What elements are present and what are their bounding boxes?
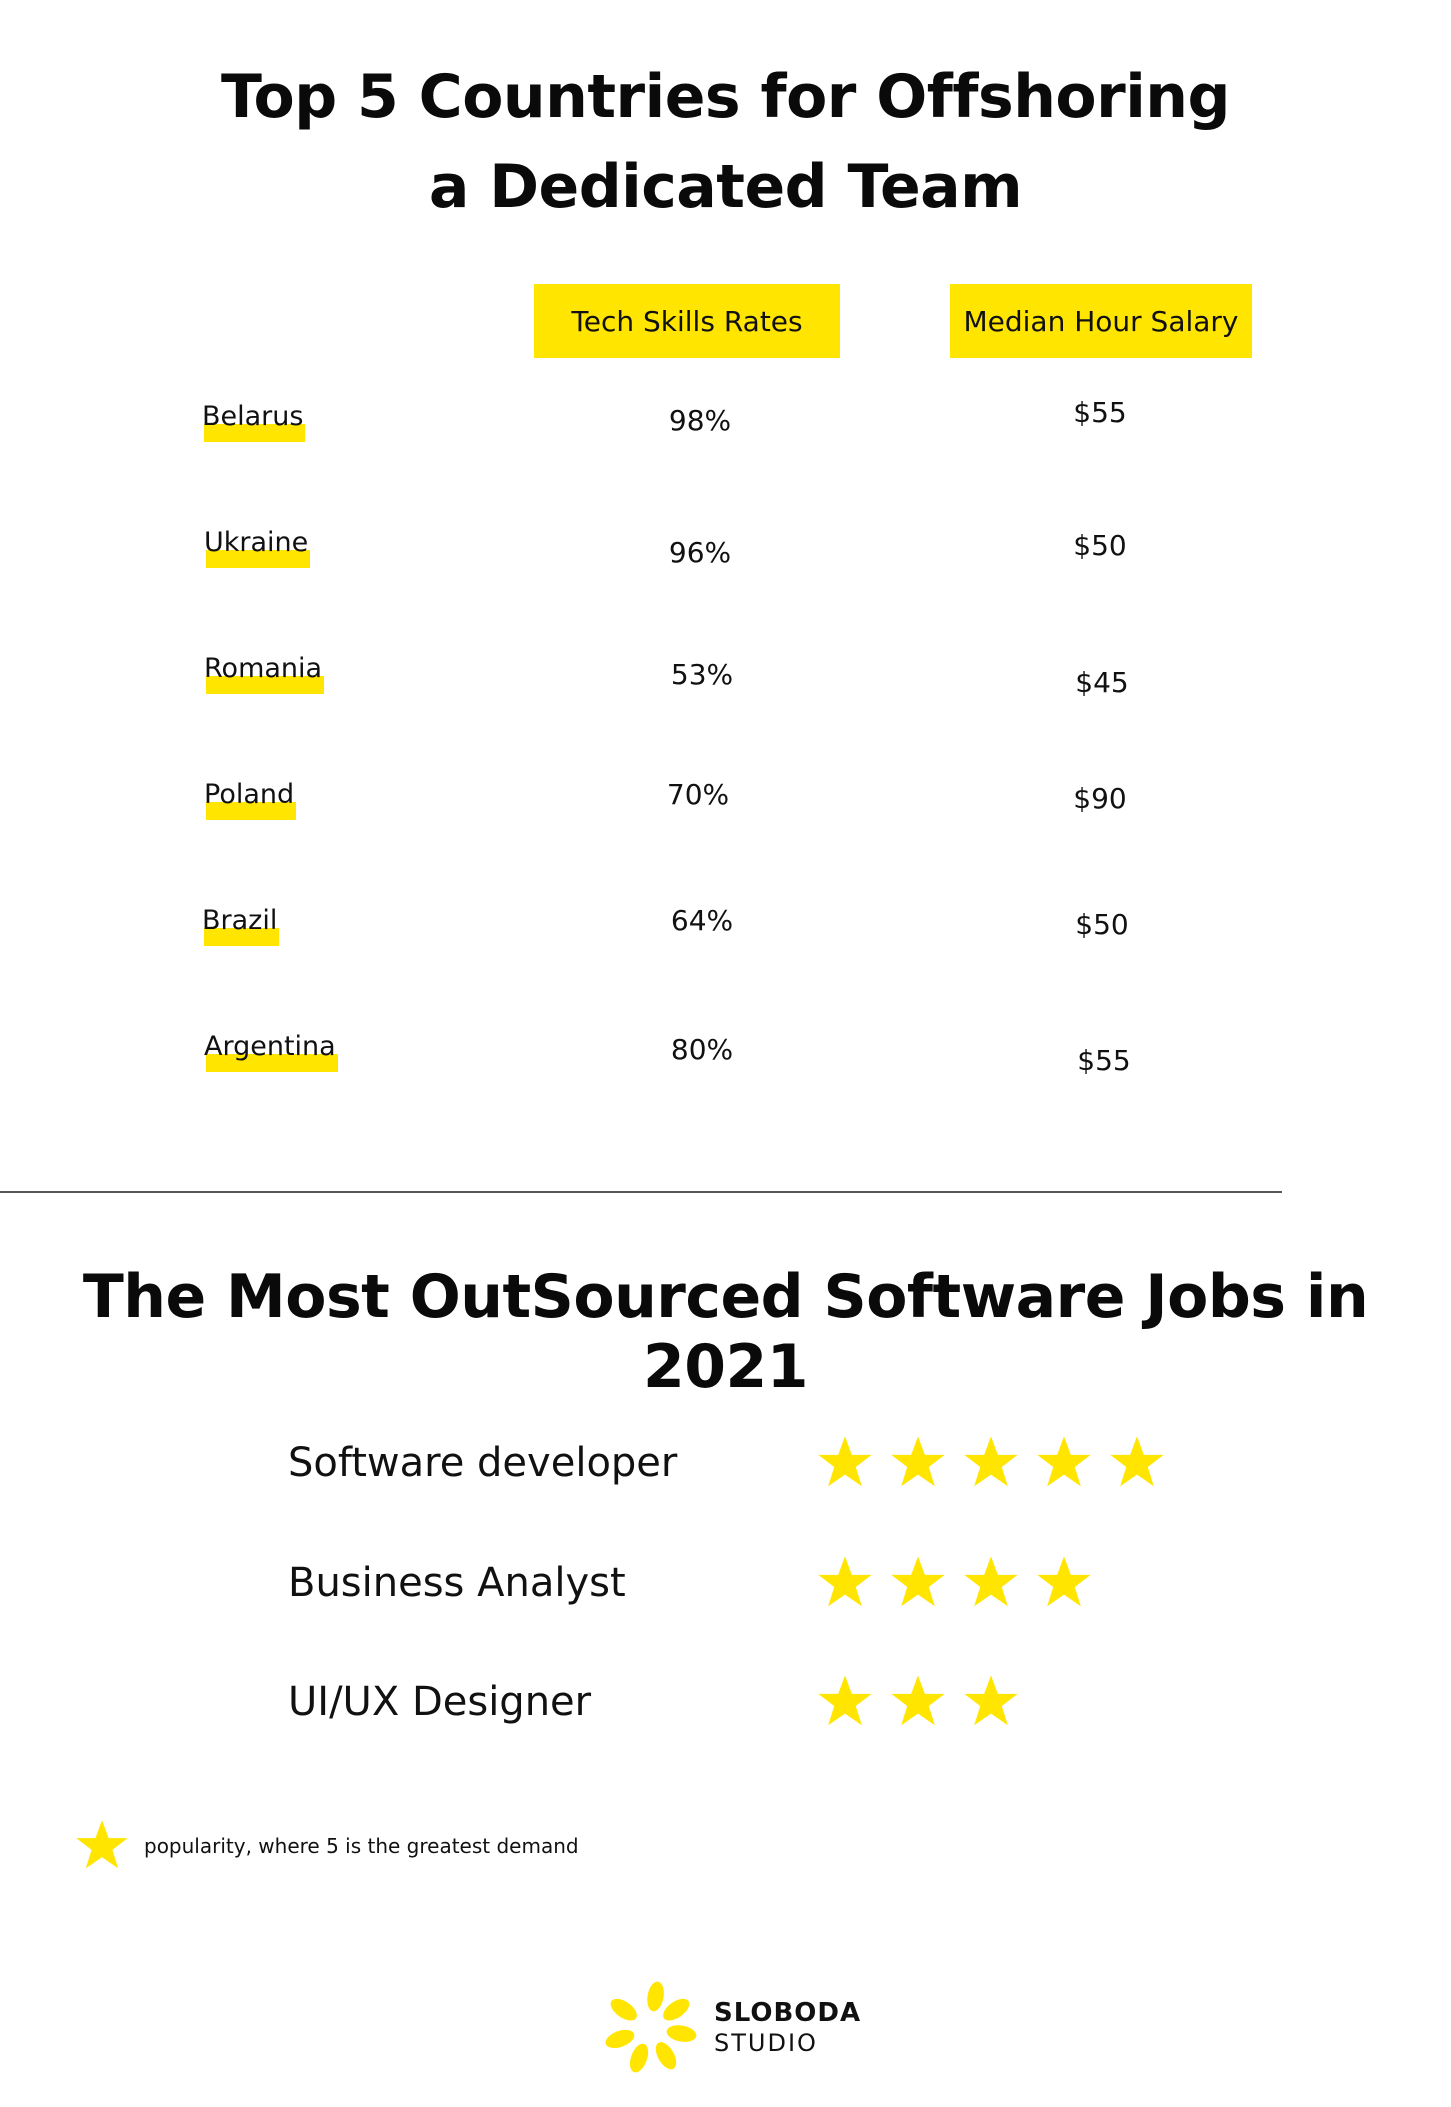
sloboda-flower-logo-icon bbox=[605, 1981, 697, 2073]
country-name: Romania bbox=[204, 652, 325, 694]
table-row: Romania 53% $45 bbox=[0, 652, 1451, 712]
job-label: Business Analyst bbox=[288, 1560, 626, 1606]
star-icon bbox=[1110, 1436, 1164, 1487]
median-hour-salary: $55 bbox=[1077, 1044, 1131, 1077]
job-row: Business Analyst bbox=[0, 1548, 1451, 1618]
star-icon bbox=[964, 1436, 1018, 1487]
star-icon bbox=[76, 1820, 128, 1869]
star-icon bbox=[891, 1556, 945, 1607]
legend-text: popularity, where 5 is the greatest dema… bbox=[144, 1834, 579, 1858]
sloboda-logo: SLOBODA STUDIO bbox=[600, 1978, 861, 2078]
table-row: Ukraine 96% $50 bbox=[0, 526, 1451, 586]
country-name: Brazil bbox=[202, 904, 280, 946]
star-icon bbox=[891, 1675, 945, 1726]
popularity-stars bbox=[816, 1548, 1108, 1618]
table-row: Belarus 98% $55 bbox=[0, 396, 1451, 460]
table-row: Argentina 80% $55 bbox=[0, 1030, 1451, 1090]
country-name: Belarus bbox=[202, 400, 306, 442]
star-icon bbox=[1037, 1436, 1091, 1487]
page-title-line-1: Top 5 Countries for Offshoring bbox=[221, 62, 1230, 132]
jobs-section-title: The Most OutSourced Software Jobs in 202… bbox=[82, 1262, 1369, 1402]
median-hour-salary: $90 bbox=[1073, 782, 1127, 815]
star-icon bbox=[964, 1556, 1018, 1607]
job-row: UI/UX Designer bbox=[0, 1667, 1451, 1737]
section-divider bbox=[0, 1191, 1282, 1193]
popularity-stars bbox=[816, 1667, 1035, 1737]
table-row: Poland 70% $90 bbox=[0, 778, 1451, 838]
table-row: Brazil 64% $50 bbox=[0, 904, 1451, 964]
tech-skills-rate: 98% bbox=[668, 404, 732, 437]
median-hour-salary: $55 bbox=[1073, 396, 1127, 429]
column-header-median-salary: Median Hour Salary bbox=[950, 284, 1252, 358]
tech-skills-rate: 80% bbox=[670, 1033, 734, 1066]
logo-subtitle: STUDIO bbox=[714, 2029, 818, 2057]
popularity-stars bbox=[816, 1428, 1181, 1498]
country-name: Ukraine bbox=[204, 526, 311, 568]
tech-skills-rate: 70% bbox=[666, 778, 730, 811]
job-label: Software developer bbox=[288, 1440, 678, 1486]
job-label: UI/UX Designer bbox=[288, 1679, 592, 1725]
median-hour-salary: $50 bbox=[1075, 908, 1129, 941]
tech-skills-rate: 96% bbox=[668, 536, 732, 569]
job-row: Software developer bbox=[0, 1428, 1451, 1498]
country-name: Poland bbox=[204, 778, 297, 820]
country-name: Argentina bbox=[204, 1030, 338, 1072]
median-hour-salary: $45 bbox=[1075, 666, 1129, 699]
column-header-tech-skills: Tech Skills Rates bbox=[534, 284, 840, 358]
median-hour-salary: $50 bbox=[1073, 529, 1127, 562]
star-icon bbox=[818, 1556, 872, 1607]
star-icon bbox=[891, 1436, 945, 1487]
stars-legend: popularity, where 5 is the greatest dema… bbox=[74, 1818, 579, 1874]
star-icon bbox=[1037, 1556, 1091, 1607]
tech-skills-rate: 64% bbox=[670, 904, 734, 937]
page-title-line-2: a Dedicated Team bbox=[428, 152, 1023, 222]
tech-skills-rate: 53% bbox=[670, 658, 734, 691]
star-icon bbox=[818, 1675, 872, 1726]
star-icon bbox=[818, 1436, 872, 1487]
logo-name: SLOBODA bbox=[714, 1998, 862, 2028]
star-icon bbox=[964, 1675, 1018, 1726]
